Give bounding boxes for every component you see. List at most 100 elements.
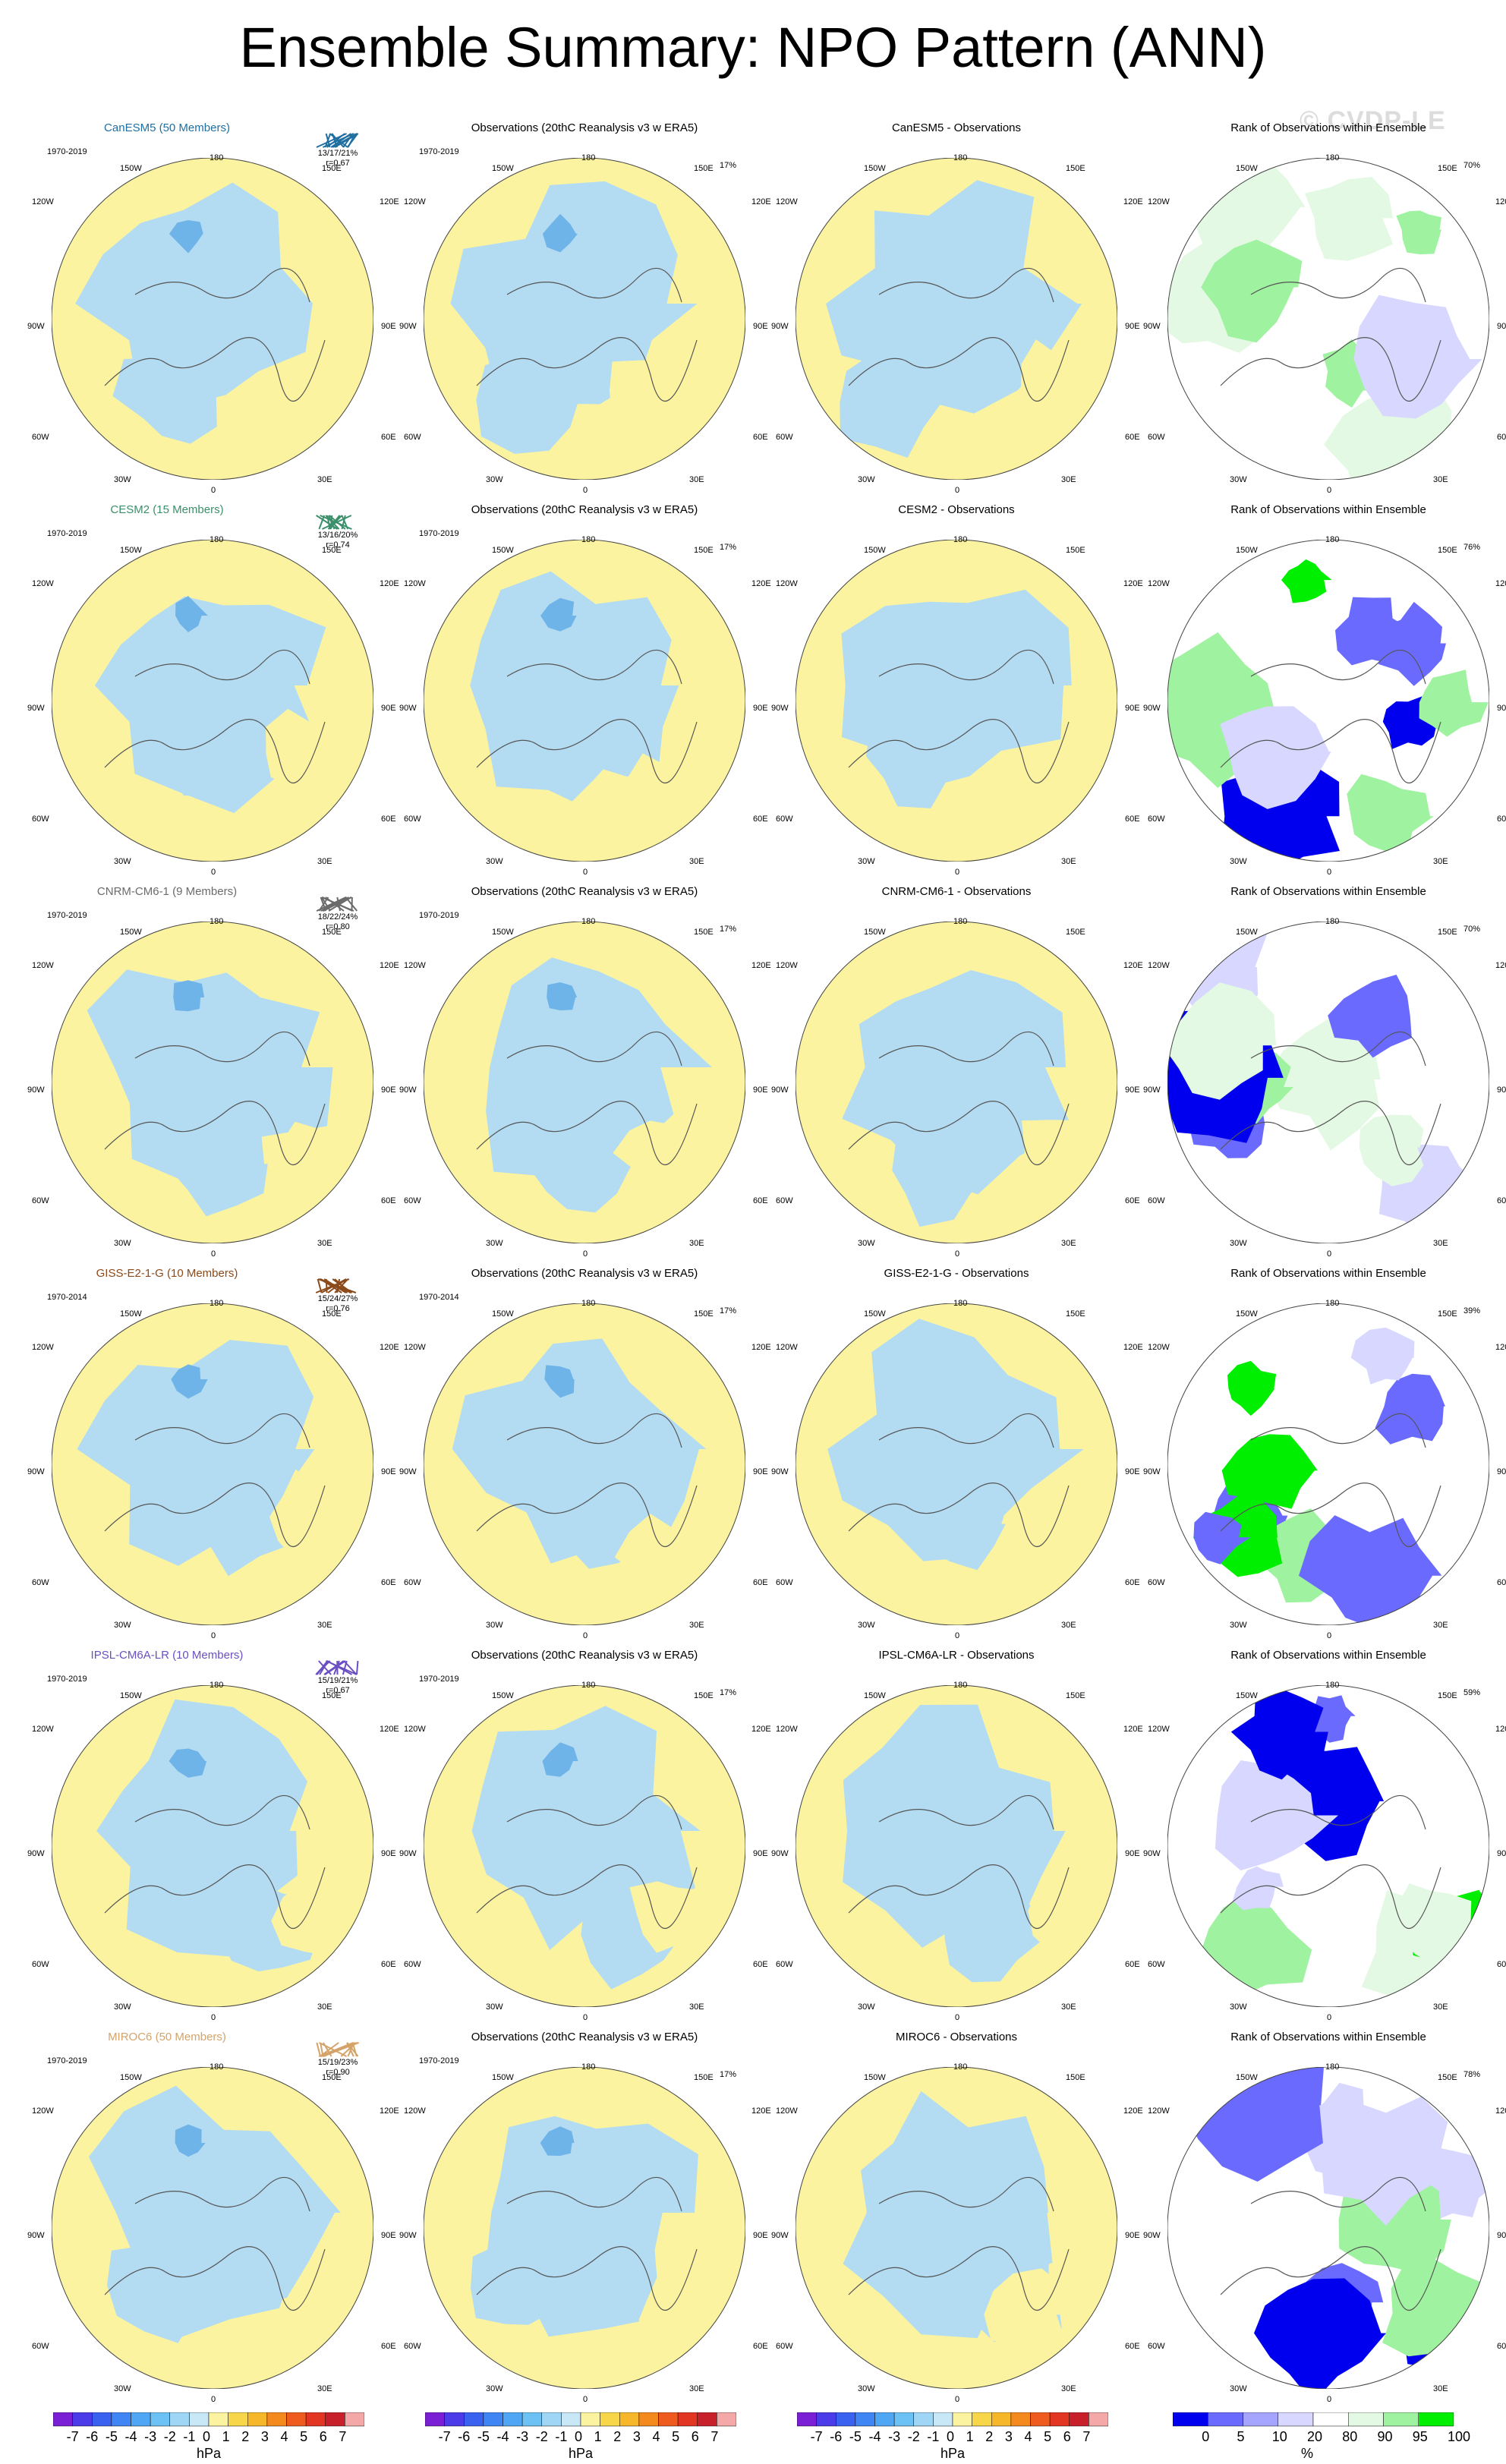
longitude-label: 30W xyxy=(858,2002,875,2012)
longitude-label: 0 xyxy=(955,486,960,495)
longitude-label: 90W xyxy=(1143,704,1161,713)
colorbar-tick-label: -7 xyxy=(66,2429,79,2444)
longitude-label: 90E xyxy=(1497,1849,1506,1858)
rank-region xyxy=(1230,1687,1328,1780)
coastline xyxy=(104,1413,326,1547)
longitude-label: 150W xyxy=(492,1309,514,1319)
strong-negative-region xyxy=(540,2126,575,2156)
colorbar-swatch xyxy=(1312,2412,1349,2427)
polar-map xyxy=(424,1685,745,2007)
colorbar-swatch xyxy=(425,2412,445,2427)
longitude-label: 120E xyxy=(751,2106,771,2116)
colorbar-swatch xyxy=(1049,2412,1070,2427)
longitude-label: 30E xyxy=(317,857,332,866)
member-spread: 18/22/24% r=0.80 xyxy=(304,896,372,932)
longitude-label: 30E xyxy=(689,857,704,866)
member-ticks xyxy=(316,896,358,912)
panel-title: Observations (20thC Reanalysis v3 w ERA5… xyxy=(471,503,698,516)
stat-range: 15/19/21% xyxy=(317,1676,358,1685)
longitude-label: 30E xyxy=(689,2002,704,2012)
colorbar-swatch xyxy=(893,2412,914,2427)
coastline xyxy=(1220,649,1441,783)
colorbar-tick-label: -4 xyxy=(124,2429,137,2444)
longitude-label: 30E xyxy=(689,1239,704,1248)
longitude-label: 120W xyxy=(32,579,54,588)
longitude-label: 60W xyxy=(32,1960,49,1969)
colorbar-swatch xyxy=(325,2412,345,2427)
polar-map xyxy=(52,2067,373,2389)
coastline xyxy=(848,1413,1070,1547)
rank-region xyxy=(1375,1373,1445,1445)
rank-panel: Rank of Observations within Ensemble 76% 1… xyxy=(1143,503,1506,877)
colorbar-tick-label: -6 xyxy=(830,2429,843,2444)
colorbar-swatch xyxy=(444,2412,465,2427)
longitude-label: 60E xyxy=(381,1960,396,1969)
longitude-label: 30W xyxy=(486,475,503,484)
longitude-label: 30W xyxy=(1230,1621,1247,1630)
longitude-label: 60W xyxy=(32,1578,49,1587)
pattern-correlation: r=0.67 xyxy=(326,159,350,168)
longitude-label: 30W xyxy=(114,2384,131,2393)
colorbar-swatch xyxy=(1089,2412,1108,2427)
longitude-label: 60W xyxy=(776,2342,793,2351)
longitude-label: 90W xyxy=(771,1085,789,1095)
longitude-label: 150W xyxy=(1236,164,1258,173)
colorbar-swatch xyxy=(638,2412,659,2427)
negative-region xyxy=(892,1114,994,1227)
longitude-label: 150E xyxy=(694,546,714,555)
rank-region xyxy=(1227,1360,1277,1416)
positive-region xyxy=(638,2272,718,2363)
colorbar-tick-label: -7 xyxy=(438,2429,451,2444)
longitude-label: 90W xyxy=(399,322,417,331)
colorbar-unit: % xyxy=(1301,2446,1314,2461)
colorbar-swatch xyxy=(913,2412,934,2427)
longitude-label: 60W xyxy=(32,433,49,442)
panel-title: IPSL-CM6A-LR - Observations xyxy=(878,1649,1035,1662)
longitude-label: 60E xyxy=(1497,815,1506,824)
member-spread: 13/16/20% r=0.74 xyxy=(304,514,372,550)
rank-percent: 76% xyxy=(1463,543,1481,552)
colorbar-swatch xyxy=(72,2412,93,2427)
colorbar-swatch xyxy=(541,2412,562,2427)
longitude-label: 30E xyxy=(1433,1621,1448,1630)
colorbar-swatch xyxy=(345,2412,364,2427)
longitude-label: 30E xyxy=(317,1621,332,1630)
longitude-label: 90E xyxy=(1497,2231,1506,2240)
longitude-label: 60E xyxy=(1497,1578,1506,1587)
longitude-label: 90W xyxy=(771,322,789,331)
colorbar-tick-label: 5 xyxy=(300,2429,308,2444)
longitude-label: 120W xyxy=(32,1343,54,1352)
positive-region xyxy=(267,1121,354,1201)
longitude-label: 120W xyxy=(776,2106,798,2116)
rank-region xyxy=(1359,1114,1424,1186)
longitude-label: 60E xyxy=(1497,433,1506,442)
negative-region xyxy=(139,695,256,796)
longitude-label: 30E xyxy=(317,1239,332,1248)
negative-region xyxy=(450,181,698,405)
longitude-label: 60E xyxy=(1125,433,1140,442)
diff-panel: MIROC6 - Observations 180 150W 150E 120W 120E… xyxy=(771,2031,1143,2404)
longitude-label: 150E xyxy=(1438,1691,1457,1700)
longitude-label: 90E xyxy=(381,704,396,713)
colorbar-tick-label: 95 xyxy=(1412,2429,1428,2444)
longitude-label: 30W xyxy=(114,1239,131,1248)
longitude-label: 30E xyxy=(689,475,704,484)
colorbar-swatch xyxy=(266,2412,287,2427)
longitude-label: 60W xyxy=(32,815,49,824)
longitude-label: 30W xyxy=(486,1621,503,1630)
diff-panel: CESM2 - Observations 180 150W 150E 120W 120E 9… xyxy=(771,503,1143,877)
variance-explained: 17% xyxy=(720,2070,737,2079)
obs-panel: Observations (20thC Reanalysis v3 w ERA5… xyxy=(399,503,771,877)
coastline xyxy=(476,1794,698,1929)
colorbar-swatch xyxy=(972,2412,992,2427)
longitude-label: 60W xyxy=(404,433,421,442)
longitude-label: 150E xyxy=(322,546,342,555)
variance-explained: 17% xyxy=(720,1688,737,1697)
longitude-label: 30W xyxy=(858,475,875,484)
coastline xyxy=(848,267,1070,402)
analysis-period: 1970-2014 xyxy=(419,1293,459,1302)
longitude-label: 120W xyxy=(32,2106,54,2116)
longitude-label: 180 xyxy=(210,2062,224,2072)
longitude-label: 180 xyxy=(581,917,596,926)
positive-region xyxy=(266,708,340,792)
